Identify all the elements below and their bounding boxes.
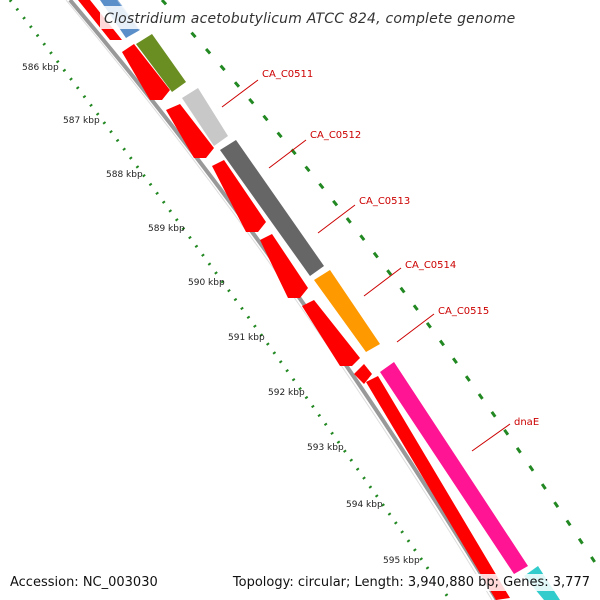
forward-strand-genes bbox=[100, 0, 560, 600]
ruler-dotted-track bbox=[8, 0, 452, 600]
backbone-arc-inner bbox=[65, 0, 493, 600]
cds-feature[interactable] bbox=[302, 300, 360, 366]
gene-ca-c0512[interactable] bbox=[220, 140, 324, 276]
genome-summary: Topology: circular; Length: 3,940,880 bp… bbox=[230, 574, 592, 591]
gene-label-ca-c0515[interactable]: CA_C0515 bbox=[438, 306, 489, 317]
ruler-tick-label: 590 kbp bbox=[188, 278, 225, 288]
leader-line bbox=[471, 423, 511, 452]
ruler-tick-label: 586 kbp bbox=[22, 63, 59, 73]
ruler-tick-label: 593 kbp bbox=[307, 443, 344, 453]
ruler-outer-dashes bbox=[160, 0, 600, 571]
cds-feature[interactable] bbox=[366, 376, 510, 600]
gene-label-dnae[interactable]: dnaE bbox=[514, 417, 539, 428]
map-title: Clostridium acetobutylicum ATCC 824, com… bbox=[104, 11, 516, 27]
gene-dnae[interactable] bbox=[380, 362, 528, 574]
ruler-tick-label: 594 kbp bbox=[346, 500, 383, 510]
ruler-tick-label: 592 kbp bbox=[268, 388, 305, 398]
cds-feature[interactable] bbox=[122, 44, 170, 100]
backbone-arc-outer bbox=[68, 0, 499, 600]
gene-ca-c0511[interactable] bbox=[182, 88, 228, 146]
leader-line bbox=[268, 139, 307, 169]
cds-feature[interactable] bbox=[260, 234, 308, 298]
ruler-tick-label: 587 kbp bbox=[63, 116, 100, 126]
ruler-tick-label: 589 kbp bbox=[148, 224, 185, 234]
map-title-box: Clostridium acetobutylicum ATCC 824, com… bbox=[100, 6, 520, 29]
ruler-tick-label: 588 kbp bbox=[106, 170, 143, 180]
leader-line bbox=[363, 267, 402, 297]
gene-ca-c0514[interactable] bbox=[314, 270, 380, 352]
ruler-tick-label: 591 kbp bbox=[228, 333, 265, 343]
gene-olive[interactable] bbox=[136, 34, 186, 92]
cds-feature[interactable] bbox=[212, 160, 266, 232]
gene-labels: CA_C0511 CA_C0512 CA_C0513 CA_C0514 CA_C… bbox=[221, 69, 539, 452]
leader-line bbox=[396, 313, 435, 343]
leader-line bbox=[317, 204, 356, 234]
cds-feature[interactable] bbox=[166, 104, 214, 158]
reverse-strand-cds bbox=[78, 0, 510, 600]
ruler-tick-label: 595 kbp bbox=[383, 556, 420, 566]
gene-label-ca-c0513[interactable]: CA_C0513 bbox=[359, 196, 410, 207]
gene-label-ca-c0512[interactable]: CA_C0512 bbox=[310, 130, 361, 141]
accession-label: Accession: NC_003030 bbox=[8, 574, 160, 591]
ruler-tick-labels: 586 kbp 587 kbp 588 kbp 589 kbp 590 kbp … bbox=[22, 63, 420, 566]
gene-label-ca-c0514[interactable]: CA_C0514 bbox=[405, 260, 456, 271]
leader-line bbox=[221, 79, 259, 108]
gene-label-ca-c0511[interactable]: CA_C0511 bbox=[262, 69, 313, 80]
cds-feature[interactable] bbox=[354, 364, 372, 384]
